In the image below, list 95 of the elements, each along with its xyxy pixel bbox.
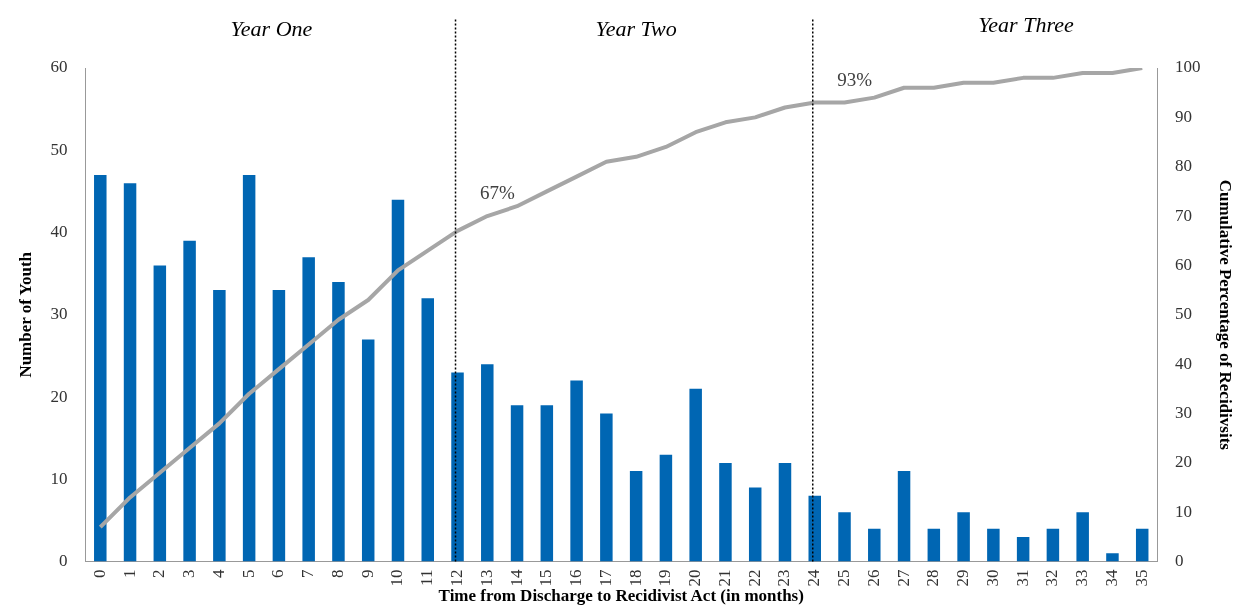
x-tick-label: 19	[655, 569, 675, 587]
x-tick-label: 32	[1042, 569, 1062, 587]
x-tick-label: 29	[953, 569, 973, 587]
y-tick-label: 20	[50, 386, 68, 406]
x-tick-label: 25	[833, 569, 853, 587]
x-tick-label: 3	[179, 569, 199, 579]
bar	[1076, 512, 1089, 562]
x-tick-label: 10	[387, 569, 407, 587]
x-tick-label: 30	[982, 569, 1002, 587]
bar	[421, 298, 434, 562]
x-tick-label: 14	[506, 569, 526, 587]
x-tick-label: 18	[625, 569, 645, 587]
bar	[242, 174, 256, 562]
x-tick-label: 9	[357, 569, 377, 579]
y2-tick-label: 90	[1175, 106, 1193, 126]
y-tick-label: 10	[50, 468, 68, 488]
y-tick-label: 40	[50, 222, 68, 241]
x-tick-label: 0	[89, 569, 109, 579]
x-tick-label: 31	[1012, 569, 1032, 587]
bar	[481, 364, 494, 562]
bar	[510, 405, 524, 562]
bar	[838, 512, 851, 562]
y2-tick-label: 20	[1175, 452, 1193, 472]
x-tick-label: 27	[893, 569, 913, 587]
bar	[1046, 528, 1060, 562]
x-tick-label: 22	[744, 569, 764, 587]
x-tick-label: 35	[1131, 569, 1151, 587]
bar	[778, 462, 792, 562]
bar	[659, 454, 673, 562]
bar	[391, 199, 405, 562]
x-tick-label: 34	[1101, 569, 1121, 587]
bar	[272, 290, 286, 562]
x-tick-label: 16	[566, 569, 586, 587]
y-tick-label: 60	[50, 57, 68, 77]
bar	[332, 281, 345, 562]
bar	[957, 512, 970, 562]
x-tick-label: 12	[446, 569, 466, 587]
x-tick-label: 2	[149, 569, 169, 579]
x-tick-label: 13	[476, 569, 496, 587]
bar	[94, 174, 107, 562]
bar	[1016, 536, 1030, 562]
x-tick-label: 23	[774, 569, 794, 587]
bar	[927, 528, 941, 562]
y2-tick-label: 60	[1175, 254, 1193, 274]
x-tick-label: 5	[238, 569, 258, 579]
x-tick-label: 21	[714, 569, 734, 587]
bar	[153, 265, 167, 562]
y2-axis-title: Cumulative Percentage of Recidivsits	[1216, 179, 1236, 451]
x-tick-label: 1	[119, 569, 139, 579]
y2-tick-label: 30	[1175, 402, 1193, 422]
y-axis-title: Number of Youth	[15, 251, 35, 378]
bar	[600, 413, 613, 562]
x-tick-label: 17	[595, 569, 615, 587]
bar	[719, 462, 732, 562]
bar	[451, 372, 464, 562]
x-tick-label: 28	[923, 569, 943, 587]
y-tick-label: 30	[50, 304, 68, 324]
bar	[897, 471, 911, 562]
bar	[748, 487, 762, 562]
x-tick-label: 15	[536, 569, 556, 587]
y2-tick-label: 40	[1175, 353, 1193, 373]
annotation: 93%	[837, 68, 873, 90]
y-tick-label: 50	[50, 139, 68, 159]
bar	[1106, 553, 1119, 562]
x-tick-label: 7	[298, 569, 318, 579]
bar	[302, 257, 315, 562]
x-tick-label: 6	[268, 569, 288, 579]
x-axis-title: Time from Discharge to Recidivist Act (in months)	[438, 586, 804, 606]
text: Year One	[230, 15, 313, 41]
y2-tick-label: 10	[1175, 501, 1193, 521]
bar	[570, 380, 583, 562]
x-tick-label: 4	[208, 569, 228, 579]
x-tick-label: 8	[327, 569, 347, 579]
bar	[868, 528, 881, 562]
y2-tick-label: 50	[1175, 304, 1193, 324]
bar	[540, 405, 554, 562]
annotation: 67%	[480, 182, 516, 204]
bar	[629, 471, 643, 562]
bar	[213, 290, 226, 562]
text: Year Three	[978, 11, 1074, 37]
x-tick-label: 24	[804, 569, 824, 587]
x-tick-label: 26	[863, 569, 883, 587]
bar	[361, 339, 375, 562]
bar	[183, 240, 196, 562]
text: Year Two	[595, 15, 677, 41]
x-tick-label: 20	[685, 569, 705, 587]
y2-tick-label: 100	[1175, 57, 1201, 77]
bar	[689, 388, 702, 562]
y2-tick-label: 70	[1175, 205, 1193, 225]
bar	[1135, 528, 1149, 562]
bar	[123, 183, 137, 562]
bar	[987, 528, 1000, 562]
y2-tick-label: 80	[1175, 156, 1193, 176]
x-tick-label: 33	[1072, 569, 1092, 587]
x-tick-label: 11	[417, 569, 437, 586]
